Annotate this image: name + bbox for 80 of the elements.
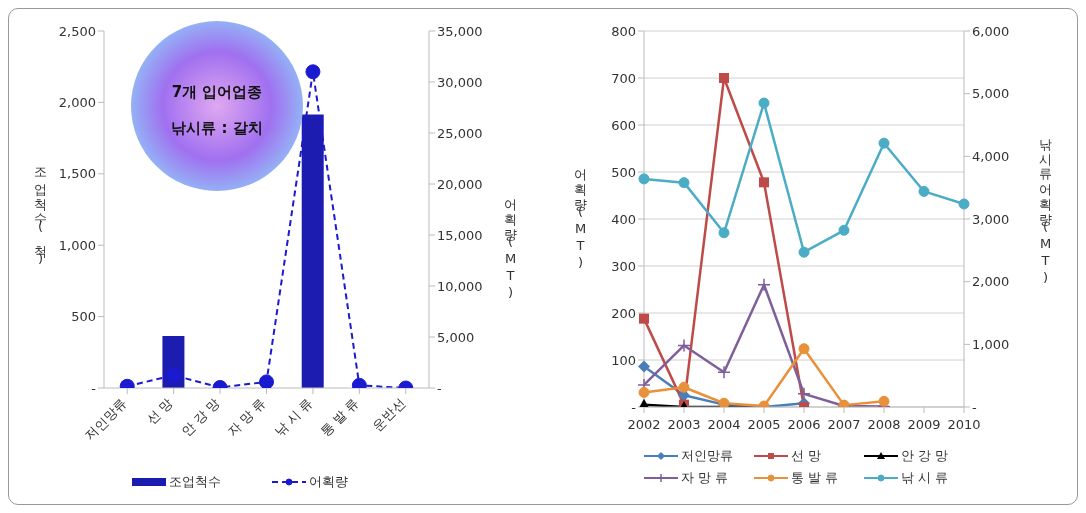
legend-label: 통 발 류 (791, 469, 839, 487)
y2-axis-title: 낚시류어획량(MT) (1037, 129, 1054, 287)
y-tick-label: 600 (611, 117, 636, 133)
y2-tick-label: 35,000 (437, 23, 483, 39)
point (758, 97, 770, 109)
annotation: 7개 입어업종 (170, 82, 264, 103)
y-tick-label: 1,500 (58, 166, 96, 182)
y-tick-label: 300 (611, 258, 636, 274)
annotation: 낚시류 : 갈치 (170, 118, 264, 139)
x-tick-label: 2006 (787, 417, 821, 432)
point (638, 360, 650, 373)
y-tick-label: 1,000 (58, 237, 96, 253)
x-tick-label: 낚 시 류 (271, 395, 316, 440)
y2-tick-label: 3,000 (972, 211, 1010, 227)
y-tick-label: 500 (611, 164, 636, 180)
x-tick-label: 2004 (707, 417, 741, 432)
point (719, 73, 729, 83)
point (759, 177, 769, 188)
x-tick-label: 2007 (827, 417, 861, 432)
y2-tick-label: 25,000 (437, 125, 483, 141)
legend-label: 자 망 류 (681, 469, 729, 487)
y-axis-title: 어획량(MT) (572, 159, 589, 272)
y2-tick-label: - (972, 399, 977, 415)
point (797, 387, 811, 401)
x-tick-label: 2010 (947, 417, 981, 432)
y2-tick-label: 20,000 (437, 176, 483, 192)
y-tick-label: 100 (611, 352, 636, 368)
legend-label: 선 망 (791, 447, 822, 465)
point (757, 278, 771, 292)
x-tick-label: 안 강 망 (178, 395, 223, 440)
x-tick-label: 2009 (907, 417, 941, 432)
point (918, 185, 930, 197)
point (638, 173, 650, 185)
legend-label: 조업척수 (168, 473, 221, 491)
y-tick-label: - (631, 399, 637, 415)
x-tick-label: 자 망 류 (224, 395, 269, 440)
x-tick-label: 2002 (627, 417, 661, 432)
legend-label: 안 강 망 (901, 447, 949, 465)
point (798, 246, 810, 258)
y-tick-label: 2,500 (58, 23, 96, 39)
y2-tick-label: 4,000 (972, 148, 1010, 164)
point (878, 137, 890, 149)
y-tick-label: 200 (611, 305, 636, 321)
y-tick-label: - (91, 380, 97, 396)
y2-tick-label: 10,000 (437, 278, 483, 294)
legend-label: 어획량 (308, 473, 348, 491)
point (718, 227, 730, 239)
y2-tick-label: 5,000 (972, 86, 1010, 102)
y2-tick-label: 15,000 (437, 227, 483, 243)
y-tick-label: 800 (611, 23, 636, 39)
point (305, 64, 321, 80)
point (638, 386, 650, 398)
y2-tick-label: 6,000 (972, 23, 1010, 39)
y-tick-label: 500 (71, 309, 96, 325)
x-tick-label: 2008 (867, 417, 901, 432)
point (717, 365, 731, 379)
point (678, 177, 690, 189)
y2-axis-title: 어획량(MT) (502, 189, 519, 302)
y2-tick-label: 30,000 (437, 74, 483, 90)
y2-tick-label: 5,000 (437, 329, 475, 345)
point (677, 338, 691, 353)
legend-label: 낚 시 류 (901, 469, 949, 487)
y2-tick-label: - (437, 380, 442, 396)
point (878, 395, 890, 407)
point (958, 198, 970, 210)
y-tick-label: 700 (611, 70, 636, 86)
x-tick-label: 2005 (747, 417, 781, 432)
legend-label: 저인망류 (681, 447, 733, 465)
y2-tick-label: 2,000 (972, 274, 1010, 290)
y-tick-label: 400 (611, 211, 636, 227)
x-tick-label: 통 발 류 (317, 395, 362, 440)
x-tick-label: 2003 (667, 417, 701, 432)
y2-tick-label: 1,000 (972, 336, 1010, 352)
point (639, 313, 649, 324)
y-axis-title: 조업척수(척) (32, 159, 49, 268)
point (798, 343, 810, 355)
y-tick-label: 2,000 (58, 95, 96, 111)
point (838, 224, 850, 236)
x-tick-label: 선 망 (143, 395, 176, 428)
point (678, 381, 690, 393)
